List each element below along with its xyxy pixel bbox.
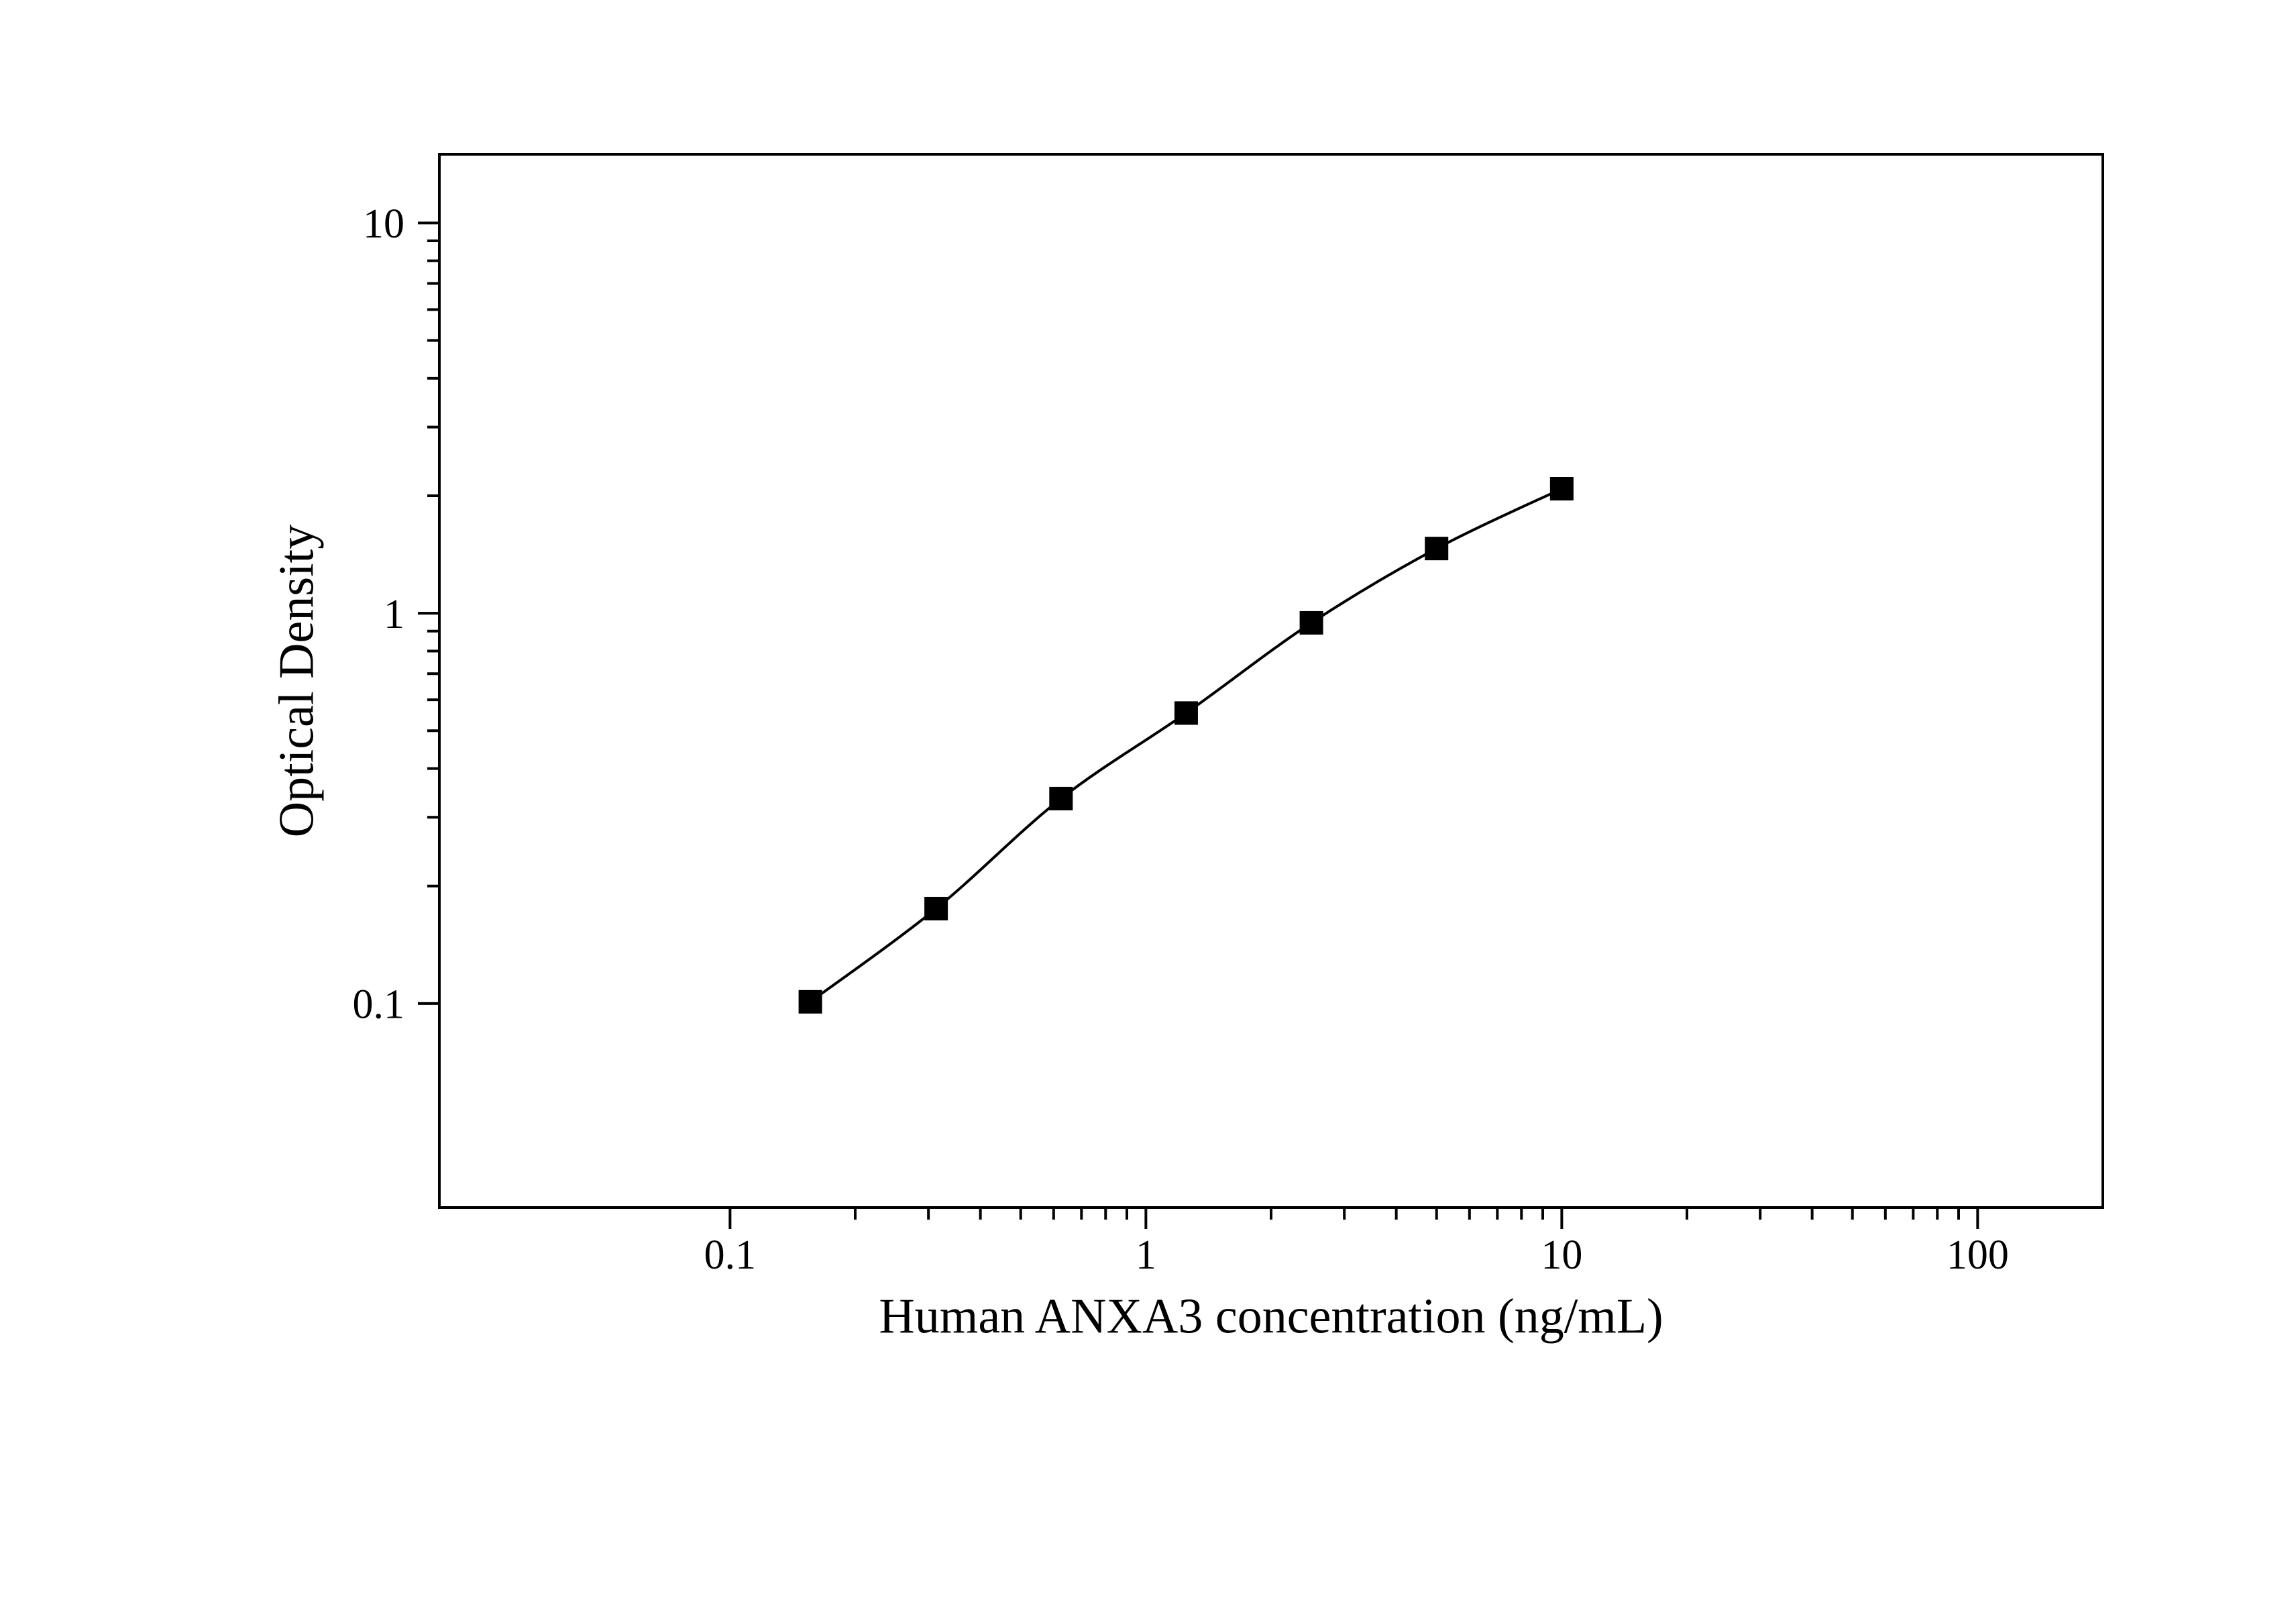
data-point <box>1300 611 1323 634</box>
x-tick-label: 100 <box>1947 1232 2009 1278</box>
y-axis-label: Optical Density <box>270 525 325 838</box>
data-point <box>1425 537 1448 560</box>
data-point <box>799 990 822 1013</box>
y-tick-label: 10 <box>363 201 404 247</box>
data-point <box>1174 702 1197 725</box>
x-axis-label: Human ANXA3 concentration (ng/mL) <box>879 1289 1663 1344</box>
data-point <box>1050 787 1073 810</box>
x-tick-label: 0.1 <box>704 1232 757 1278</box>
chart-svg: 0.1 1 10 100 0.1 1 10 Human ANXA3 concentration… <box>0 0 2296 1604</box>
y-tick-label: 0.1 <box>353 982 405 1028</box>
data-point <box>925 897 948 920</box>
x-tick-label: 1 <box>1136 1232 1156 1278</box>
y-tick-label: 1 <box>384 592 404 637</box>
chart-container: 0.1 1 10 100 0.1 1 10 Human ANXA3 concentration… <box>0 0 2296 1604</box>
data-point <box>1550 478 1573 500</box>
x-tick-label: 10 <box>1541 1232 1582 1278</box>
